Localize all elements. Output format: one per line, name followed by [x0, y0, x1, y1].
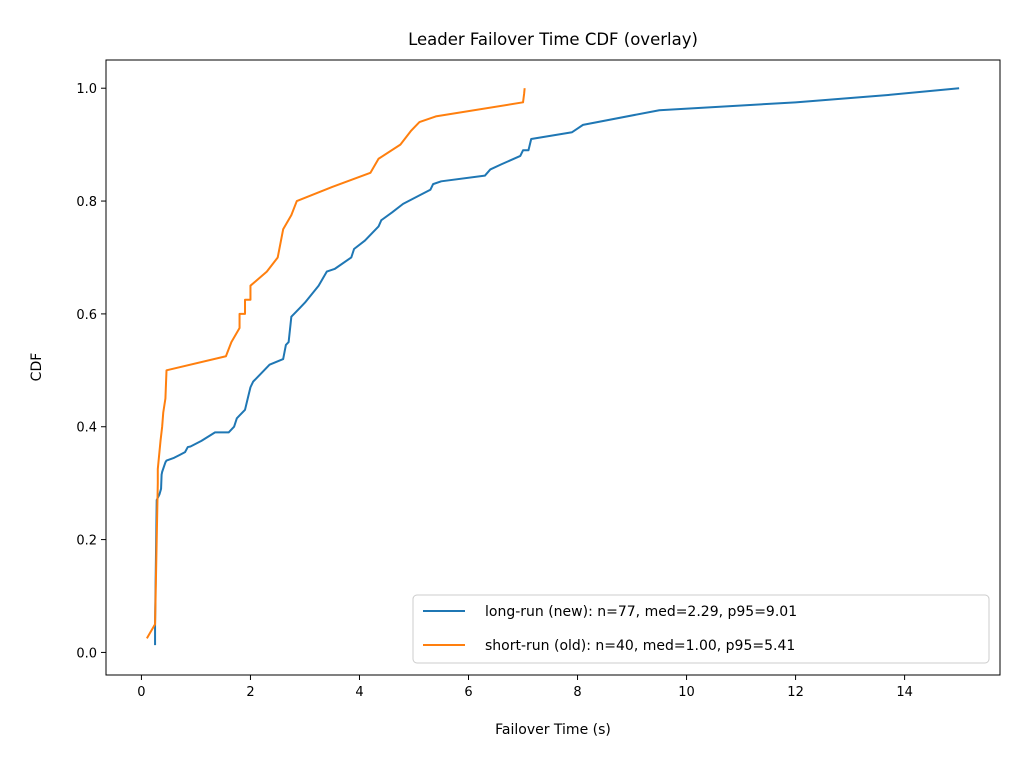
x-tick-label: 14 [896, 685, 913, 700]
y-tick-label: 0.4 [76, 421, 97, 436]
series-line-short-run [146, 88, 526, 639]
x-tick-label: 0 [137, 685, 145, 700]
y-axis-ticks: 0.0 0.2 0.4 0.6 0.8 1.0 [76, 82, 106, 661]
plot-frame [105, 59, 1001, 676]
x-tick-label: 12 [787, 685, 804, 700]
y-tick-label: 0.6 [76, 308, 97, 323]
chart-title: Leader Failover Time CDF (overlay) [408, 30, 698, 49]
x-tick-label: 4 [355, 685, 363, 700]
y-tick-label: 0.2 [76, 534, 97, 549]
x-tick-label: 2 [246, 685, 254, 700]
legend: long-run (new): n=77, med=2.29, p95=9.01… [412, 594, 990, 664]
legend-label-short-run: short-run (old): n=40, med=1.00, p95=5.4… [485, 638, 795, 654]
series-line-long-run [154, 87, 960, 646]
legend-label-long-run: long-run (new): n=77, med=2.29, p95=9.01 [485, 604, 797, 620]
y-tick-label: 1.0 [76, 82, 97, 97]
x-axis-label: Failover Time (s) [495, 722, 611, 738]
legend-box [412, 594, 990, 664]
x-tick-label: 6 [464, 685, 472, 700]
x-axis-ticks: 0 2 4 6 8 10 12 14 [137, 675, 913, 700]
x-tick-label: 8 [573, 685, 581, 700]
x-tick-label: 10 [678, 685, 695, 700]
y-axis-label: CDF [29, 353, 45, 382]
plot-lines [146, 87, 960, 646]
y-tick-label: 0.8 [76, 195, 97, 210]
y-tick-label: 0.0 [76, 646, 97, 661]
